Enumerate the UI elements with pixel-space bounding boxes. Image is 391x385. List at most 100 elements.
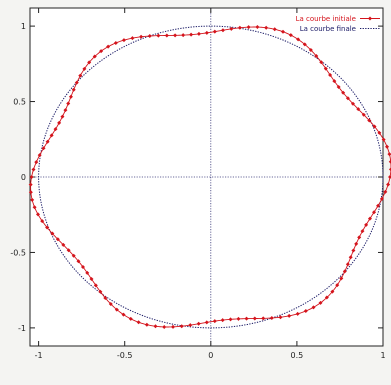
initial-curve-marker	[295, 311, 300, 316]
x-tick-label: 1	[380, 351, 385, 360]
initial-curve-marker	[74, 80, 79, 85]
initial-curve-marker	[156, 33, 161, 38]
initial-curve-marker	[212, 29, 217, 34]
initial-curve-marker	[339, 276, 344, 281]
initial-curve-marker	[281, 29, 286, 34]
initial-curve-marker	[336, 85, 341, 90]
initial-curve-marker	[278, 315, 283, 320]
initial-curve-marker	[139, 34, 144, 39]
initial-curve-marker	[153, 324, 158, 329]
initial-curve-marker	[319, 60, 324, 65]
initial-curve-marker	[130, 36, 135, 41]
initial-curve-marker	[71, 87, 76, 92]
initial-curve-marker	[341, 90, 346, 95]
initial-curve-marker	[162, 324, 167, 329]
initial-curve-marker	[181, 33, 186, 38]
initial-curve-marker	[364, 222, 369, 227]
initial-curve-marker	[82, 66, 87, 71]
initial-curve-marker	[335, 283, 340, 288]
initial-curve-marker	[388, 159, 391, 164]
initial-curve-marker	[99, 49, 104, 54]
initial-curve-marker	[29, 175, 34, 179]
initial-curve-marker	[35, 212, 40, 217]
initial-curve-marker	[76, 259, 81, 264]
initial-curve-marker	[323, 66, 328, 71]
initial-curve-marker	[31, 167, 36, 172]
initial-curve-marker	[354, 241, 359, 246]
initial-curve-marker	[348, 255, 353, 260]
initial-curve-marker	[106, 44, 111, 49]
initial-curve-marker	[311, 305, 316, 310]
initial-curve-marker	[328, 72, 333, 77]
initial-curve-marker	[314, 54, 319, 59]
initial-curve-marker	[121, 312, 126, 317]
initial-curve-marker	[28, 182, 33, 187]
initial-curve-marker	[386, 182, 391, 187]
initial-curve-marker	[244, 316, 249, 321]
initial-curve-marker	[388, 167, 391, 172]
initial-curve-marker	[40, 219, 45, 224]
x-tick-label: 0.5	[291, 351, 304, 360]
initial-curve-marker	[164, 33, 169, 38]
initial-curve-marker	[220, 318, 225, 323]
initial-curve-marker	[179, 324, 184, 329]
initial-curve-marker	[92, 54, 97, 59]
initial-curve-marker	[189, 32, 194, 37]
initial-curve-marker	[53, 127, 58, 132]
y-tick-label: 0.5	[13, 98, 26, 107]
initial-curve-marker	[87, 60, 92, 65]
initial-curve-marker	[80, 264, 85, 269]
initial-curve-marker	[342, 269, 347, 274]
initial-curve-marker	[114, 307, 119, 312]
series-final-curve	[38, 25, 384, 329]
initial-curve-marker	[41, 146, 46, 151]
initial-curve-marker	[147, 34, 152, 39]
initial-curve-marker	[264, 25, 269, 30]
y-tick-label: -1	[18, 324, 26, 333]
initial-curve-marker	[287, 313, 292, 318]
initial-curve-marker	[61, 242, 66, 247]
initial-curve-marker	[66, 101, 71, 106]
initial-curve-marker	[332, 79, 337, 84]
initial-curve-marker	[367, 216, 372, 221]
initial-curve-marker	[173, 33, 178, 38]
initial-curve-marker	[330, 289, 335, 294]
initial-curve-marker	[98, 289, 103, 294]
initial-curve-marker	[93, 283, 98, 288]
initial-curve-marker	[55, 237, 60, 242]
initial-curve-marker	[28, 190, 33, 195]
initial-curve-marker	[66, 248, 71, 253]
legend-label-final: La courbe finale	[300, 25, 356, 33]
initial-curve-marker	[37, 153, 42, 158]
initial-curve-marker	[136, 320, 141, 325]
initial-curve-marker	[108, 301, 113, 306]
initial-curve-marker	[188, 323, 193, 328]
initial-curve-marker	[228, 317, 233, 322]
initial-curve-marker	[303, 309, 308, 314]
initial-curve-marker	[388, 175, 391, 179]
initial-curve-marker	[212, 319, 217, 324]
initial-curve-marker	[269, 315, 274, 320]
initial-curve-marker	[383, 189, 388, 194]
initial-curve-marker	[204, 320, 209, 325]
initial-curve-marker	[345, 262, 350, 267]
initial-curve-marker	[237, 25, 242, 30]
initial-curve-marker	[196, 321, 201, 326]
initial-curve-marker	[252, 316, 257, 321]
initial-curve-marker	[385, 144, 390, 149]
initial-curve-marker	[246, 25, 251, 30]
initial-curve-marker	[318, 300, 323, 305]
initial-curve-marker	[71, 253, 76, 258]
initial-curve-marker	[103, 295, 108, 300]
initial-curve-marker	[45, 225, 50, 230]
x-tick-label: 0	[208, 351, 213, 360]
initial-curve-marker	[376, 203, 381, 208]
initial-curve-marker	[272, 27, 277, 32]
initial-curve-marker	[57, 120, 62, 125]
initial-curve-marker	[63, 108, 68, 113]
initial-curve-marker	[68, 94, 73, 99]
initial-curve-marker	[302, 42, 307, 47]
initial-curve-marker	[78, 73, 83, 78]
series-initial-curve	[28, 25, 391, 329]
